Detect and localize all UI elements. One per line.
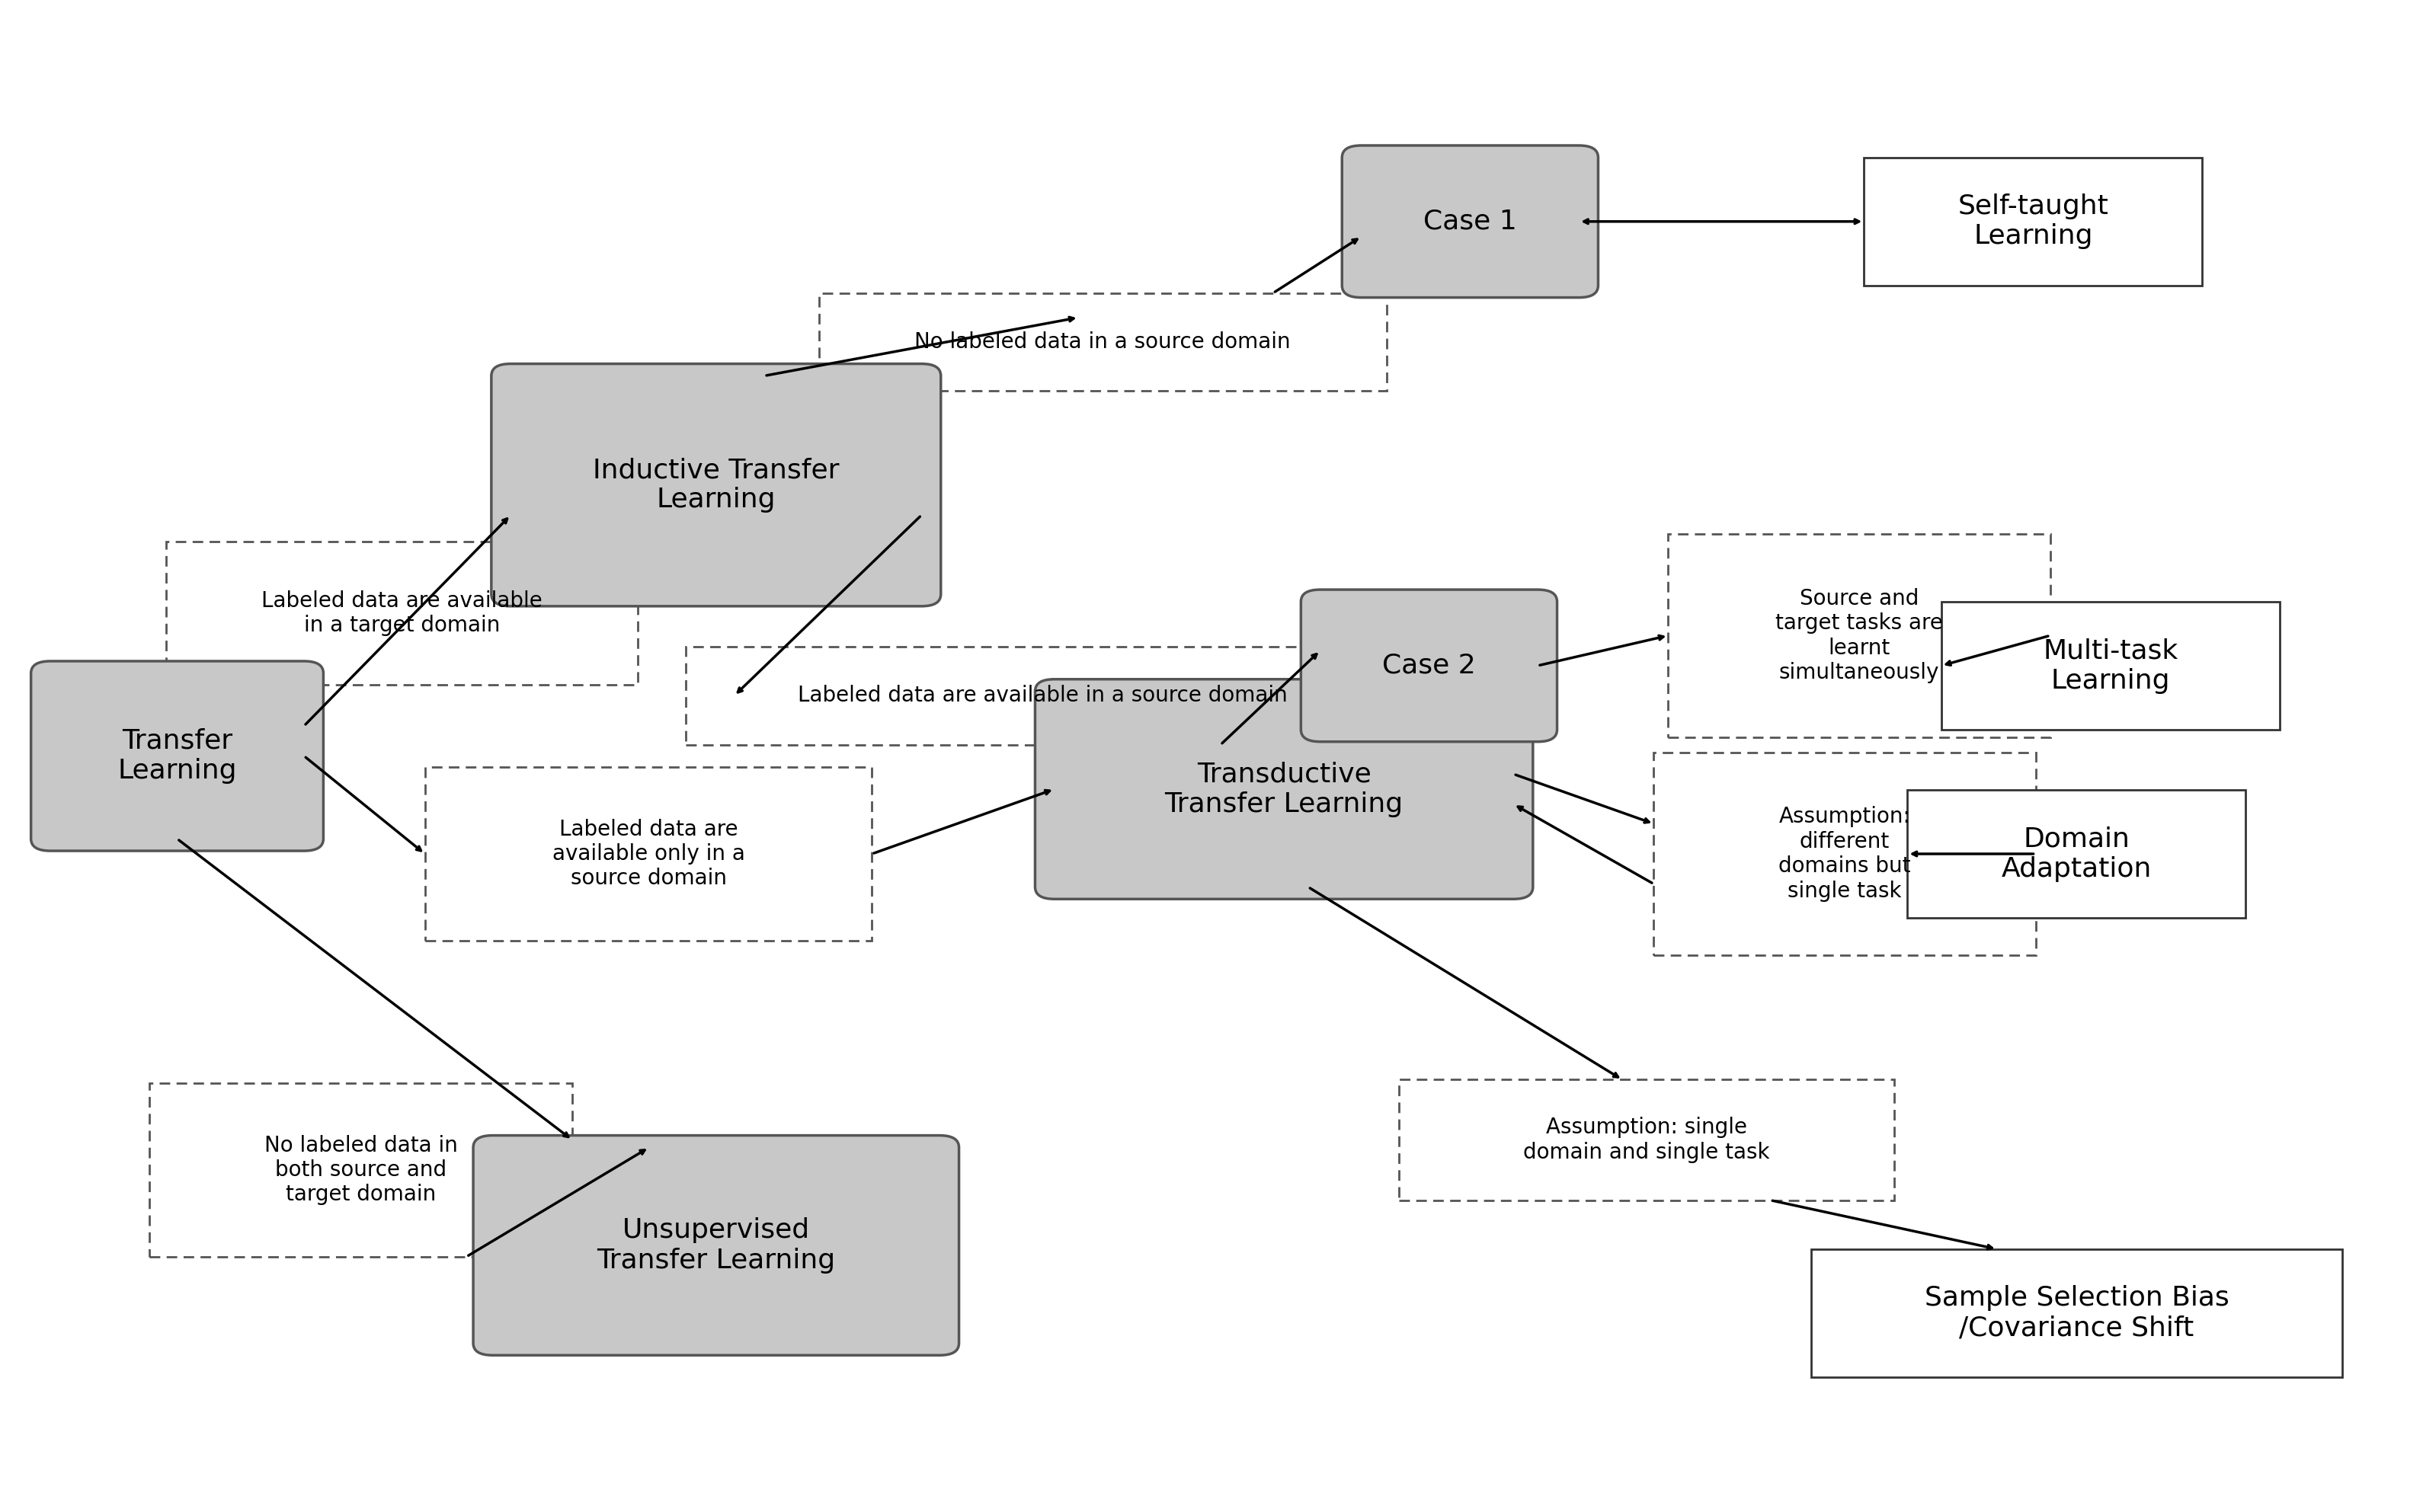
FancyBboxPatch shape bbox=[31, 661, 322, 851]
FancyBboxPatch shape bbox=[472, 1136, 960, 1355]
Bar bbox=[1398, 1080, 1895, 1201]
Bar bbox=[686, 647, 1398, 745]
FancyBboxPatch shape bbox=[1035, 679, 1534, 900]
Text: Self-taught
Learning: Self-taught Learning bbox=[1958, 194, 2108, 249]
Text: No labeled data in a source domain: No labeled data in a source domain bbox=[916, 331, 1291, 352]
Text: No labeled data in
both source and
target domain: No labeled data in both source and targe… bbox=[264, 1134, 458, 1205]
Text: Labeled data are available
in a target domain: Labeled data are available in a target d… bbox=[262, 590, 543, 637]
FancyBboxPatch shape bbox=[492, 364, 940, 606]
Text: Assumption:
different
domains but
single task: Assumption: different domains but single… bbox=[1778, 806, 1912, 901]
Text: Labeled data are available in a source domain: Labeled data are available in a source d… bbox=[797, 685, 1287, 706]
Bar bbox=[1863, 157, 2203, 286]
Text: Multi-task
Learning: Multi-task Learning bbox=[2043, 638, 2178, 694]
Text: Inductive Transfer
Learning: Inductive Transfer Learning bbox=[594, 457, 838, 513]
Text: Case 2: Case 2 bbox=[1381, 653, 1476, 679]
Bar bbox=[1907, 789, 2246, 918]
Bar bbox=[1669, 534, 2050, 738]
Bar bbox=[167, 541, 637, 685]
Text: Unsupervised
Transfer Learning: Unsupervised Transfer Learning bbox=[596, 1217, 836, 1273]
Text: Transductive
Transfer Learning: Transductive Transfer Learning bbox=[1165, 761, 1403, 816]
Bar bbox=[1941, 602, 2280, 730]
Bar bbox=[819, 293, 1386, 392]
Text: Transfer
Learning: Transfer Learning bbox=[119, 729, 237, 783]
Bar bbox=[150, 1084, 572, 1256]
Text: Sample Selection Bias
/Covariance Shift: Sample Selection Bias /Covariance Shift bbox=[1924, 1285, 2229, 1341]
Bar bbox=[424, 767, 872, 940]
FancyBboxPatch shape bbox=[1342, 145, 1599, 298]
Text: Source and
target tasks are
learnt
simultaneously: Source and target tasks are learnt simul… bbox=[1776, 588, 1943, 683]
Text: Labeled data are
available only in a
source domain: Labeled data are available only in a sou… bbox=[552, 818, 744, 889]
Bar bbox=[1810, 1249, 2343, 1377]
Text: Case 1: Case 1 bbox=[1422, 209, 1517, 234]
FancyBboxPatch shape bbox=[1301, 590, 1558, 742]
Text: Assumption: single
domain and single task: Assumption: single domain and single tas… bbox=[1524, 1117, 1769, 1163]
Text: Domain
Adaptation: Domain Adaptation bbox=[2001, 826, 2152, 881]
Bar bbox=[1655, 753, 2035, 956]
